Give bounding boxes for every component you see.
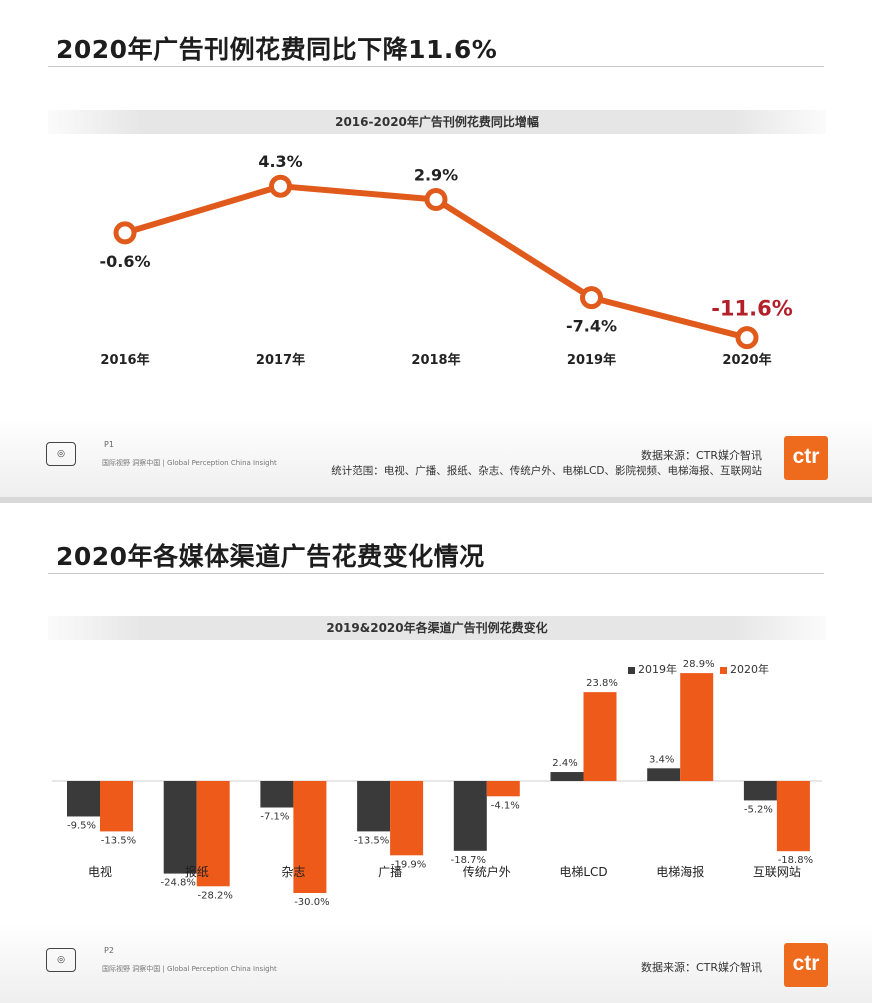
chart-subtitle: 2016-2020年广告刊例花费同比增幅 bbox=[48, 110, 826, 134]
bar bbox=[680, 673, 714, 781]
data-point bbox=[113, 221, 137, 245]
bar bbox=[486, 781, 520, 797]
x-tick-label: 2017年 bbox=[256, 352, 305, 368]
bar-value-label: -7.1% bbox=[260, 812, 289, 823]
x-tick-label: 互联网站 bbox=[753, 865, 801, 879]
bar-value-label: 2.4% bbox=[552, 758, 577, 769]
x-tick-label: 电梯海报 bbox=[656, 864, 704, 879]
legend-swatch-2019 bbox=[628, 666, 635, 674]
x-tick-label: 传统户外 bbox=[463, 864, 511, 879]
bar bbox=[293, 781, 327, 893]
bar bbox=[260, 781, 294, 808]
bar bbox=[67, 781, 100, 817]
data-scope: 统计范围：电视、广播、报纸、杂志、传统户外、电梯LCD、影院视频、电梯海报、互联… bbox=[331, 465, 762, 477]
bar bbox=[743, 781, 777, 801]
bar bbox=[357, 781, 391, 832]
x-tick-label: 杂志 bbox=[281, 865, 305, 879]
legend-2020: 2020年 bbox=[720, 661, 769, 677]
data-label: 2.9% bbox=[414, 166, 458, 185]
page-number: P2 bbox=[104, 946, 114, 955]
footer-tagline: 国际视野 洞察中国 | Global Perception China Insi… bbox=[102, 459, 277, 467]
ctr-logo: ctr bbox=[784, 436, 828, 480]
data-point bbox=[424, 188, 448, 212]
bar-value-label: -24.8% bbox=[161, 878, 196, 889]
page-number: P1 bbox=[104, 440, 114, 449]
background-mist bbox=[0, 923, 872, 1003]
chart-subtitle: 2019&2020年各渠道广告刊例花费变化 bbox=[48, 616, 826, 640]
bar-value-label: -9.5% bbox=[67, 820, 96, 831]
data-label: 4.3% bbox=[258, 152, 302, 171]
slide-separator bbox=[0, 497, 872, 503]
data-point bbox=[735, 326, 759, 350]
data-label: -0.6% bbox=[99, 252, 150, 271]
bar-value-label: -18.8% bbox=[778, 855, 813, 866]
data-source: 数据来源：CTR媒介智讯 bbox=[640, 961, 762, 974]
title-divider bbox=[48, 66, 824, 67]
bar-value-label: -4.1% bbox=[491, 800, 520, 811]
bar-chart: -9.5% -13.5% 电视 -24.8%-28.2% 报纸 -7.1% -30.0% 杂志… bbox=[52, 659, 822, 908]
bar-value-label: -19.9% bbox=[391, 859, 426, 870]
x-tick-label: 2019年 bbox=[567, 352, 616, 368]
x-tick-label: 2020年 bbox=[722, 352, 771, 368]
bar-value-label: 28.9% bbox=[683, 659, 715, 670]
data-source: 数据来源：CTR媒介智讯 bbox=[640, 449, 762, 462]
bar-value-label: 23.8% bbox=[586, 678, 618, 689]
bar-value-label: -18.7% bbox=[451, 855, 486, 866]
bar bbox=[390, 781, 424, 856]
bar bbox=[196, 781, 230, 887]
title-divider bbox=[48, 573, 824, 574]
line-chart: -0.6% 2016年 4.3% 2017年 2.9% 2018年 -7.4% 2019年 -1… bbox=[99, 152, 793, 368]
x-tick-label: 2016年 bbox=[100, 352, 149, 368]
bar bbox=[163, 781, 197, 874]
bar bbox=[776, 781, 810, 852]
bar-value-label: -30.0% bbox=[294, 897, 329, 908]
bar bbox=[100, 781, 133, 832]
legend-label-2019: 2019年 bbox=[638, 663, 677, 676]
data-point bbox=[269, 174, 292, 198]
slide-2: 2020年各媒体渠道广告花费变化情况 2019&2020年各渠道广告刊例花费变化… bbox=[0, 503, 872, 1003]
seal-logo-icon: ◎ bbox=[46, 442, 76, 466]
bar bbox=[550, 772, 584, 781]
data-label: -11.6% bbox=[711, 297, 793, 321]
bar-value-label: -13.5% bbox=[101, 835, 136, 846]
legend-swatch-2020 bbox=[720, 666, 727, 674]
page-title: 2020年各媒体渠道广告花费变化情况 bbox=[56, 542, 485, 571]
background-mist bbox=[0, 417, 872, 497]
ctr-logo: ctr bbox=[784, 943, 828, 987]
x-tick-label: 电梯LCD bbox=[559, 865, 607, 879]
legend-2019: 2019年 bbox=[628, 661, 677, 677]
x-tick-label: 2018年 bbox=[411, 352, 460, 368]
bar bbox=[583, 692, 617, 781]
data-label: -7.4% bbox=[566, 317, 617, 336]
footer-tagline: 国际视野 洞察中国 | Global Perception China Insi… bbox=[102, 965, 277, 973]
slide-1: 2020年广告刊例花费同比下降11.6% 2016-2020年广告刊例花费同比增… bbox=[0, 0, 872, 497]
x-tick-label: 报纸 bbox=[185, 864, 209, 879]
bar-value-label: -5.2% bbox=[744, 804, 773, 815]
bar bbox=[453, 781, 487, 851]
seal-logo-icon: ◎ bbox=[46, 948, 76, 972]
page-title: 2020年广告刊例花费同比下降11.6% bbox=[56, 35, 498, 64]
x-tick-label: 广播 bbox=[378, 865, 402, 879]
bar bbox=[647, 768, 681, 781]
bar-value-label: -28.2% bbox=[198, 890, 233, 901]
bar-value-label: -13.5% bbox=[354, 835, 389, 846]
data-point bbox=[580, 286, 603, 310]
bar-value-label: 3.4% bbox=[649, 754, 674, 765]
x-tick-label: 电视 bbox=[88, 864, 112, 879]
legend-label-2020: 2020年 bbox=[730, 663, 769, 676]
